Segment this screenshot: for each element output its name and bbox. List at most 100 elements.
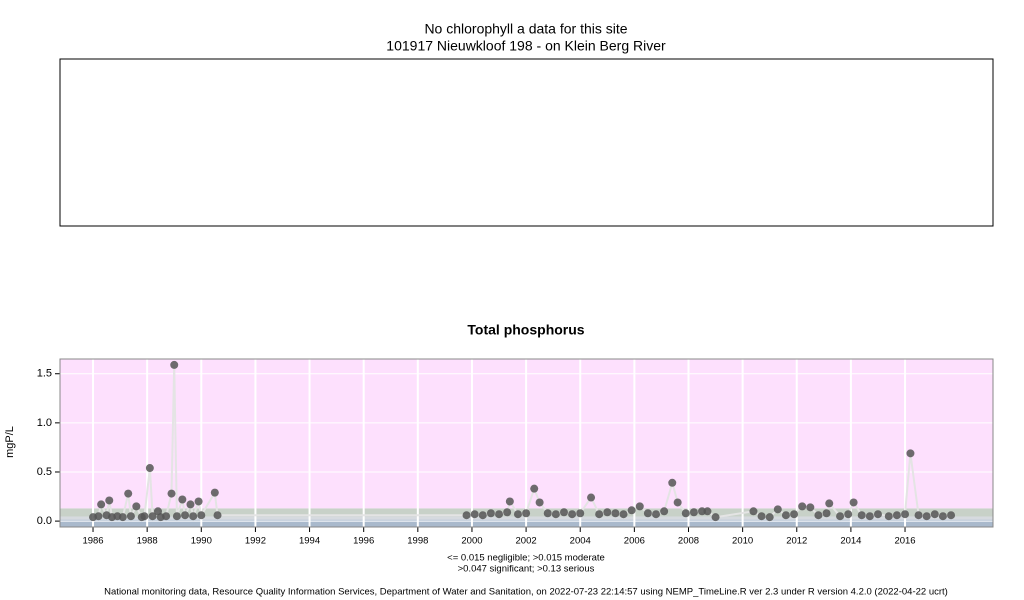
data-point: [703, 507, 712, 516]
data-point: [892, 511, 901, 520]
data-point: [462, 511, 471, 520]
footer: National monitoring data, Resource Quali…: [104, 587, 948, 598]
data-point: [186, 500, 195, 509]
data-point: [568, 510, 577, 519]
data-point: [140, 512, 149, 521]
x-tick-label: 2000: [461, 536, 482, 547]
data-point: [503, 508, 512, 517]
data-point: [689, 508, 698, 517]
data-point: [781, 511, 790, 520]
x-tick-label: 2012: [786, 536, 807, 547]
data-point: [757, 512, 766, 521]
data-point: [806, 503, 815, 512]
x-tick-label: 2016: [894, 536, 915, 547]
data-point: [844, 510, 853, 519]
data-point: [798, 502, 807, 511]
data-point: [194, 497, 203, 506]
data-point: [197, 511, 206, 520]
x-tick-label: 2006: [624, 536, 645, 547]
chart-title: Total phosphorus: [467, 322, 584, 338]
x-tick-label: 1994: [299, 536, 320, 547]
x-tick-label: 2002: [516, 536, 537, 547]
data-point: [94, 512, 103, 521]
x-tick-label: 1992: [245, 536, 266, 547]
data-point: [530, 484, 539, 493]
data-point: [603, 508, 612, 517]
data-point: [627, 506, 636, 515]
data-point: [513, 510, 522, 519]
data-point: [587, 493, 596, 502]
data-point: [773, 505, 782, 514]
data-point: [836, 512, 845, 521]
data-point: [619, 510, 628, 519]
data-point: [595, 510, 604, 519]
data-point: [145, 464, 154, 473]
data-point: [213, 511, 222, 520]
data-point: [825, 499, 834, 508]
data-point: [922, 512, 931, 521]
data-point: [162, 512, 171, 521]
data-point: [505, 497, 514, 506]
data-point: [535, 498, 544, 507]
y-tick-label: 0.5: [37, 466, 52, 478]
x-tick-label: 1998: [407, 536, 428, 547]
empty-panel: [59, 58, 994, 227]
data-point: [170, 360, 179, 369]
data-point: [930, 510, 939, 519]
data-point: [486, 509, 495, 518]
data-point: [478, 511, 487, 520]
data-point: [947, 511, 956, 520]
plot-frame: [59, 358, 994, 528]
x-tick-label: 2014: [840, 536, 861, 547]
data-point: [711, 513, 720, 522]
data-point: [681, 509, 690, 518]
threshold-note: >0.047 significant; >0.13 serious: [458, 564, 595, 575]
data-point: [522, 509, 531, 518]
data-point: [148, 512, 157, 521]
data-point: [105, 496, 114, 505]
y-tick-label: 1.5: [37, 368, 52, 380]
data-point: [814, 511, 823, 520]
data-point: [790, 510, 799, 519]
data-point: [495, 510, 504, 519]
data-point: [938, 512, 947, 521]
data-point: [181, 511, 190, 520]
data-point: [551, 510, 560, 519]
data-point: [167, 489, 176, 498]
data-point: [635, 502, 644, 511]
data-point: [652, 510, 661, 519]
threshold-note: <= 0.015 negligible; >0.015 moderate: [447, 553, 605, 564]
data-point: [749, 507, 758, 516]
data-point: [470, 510, 479, 519]
data-point: [118, 513, 127, 522]
data-point: [660, 507, 669, 516]
data-point: [765, 513, 774, 522]
x-tick-label: 1986: [82, 536, 103, 547]
data-point: [543, 509, 552, 518]
data-point: [884, 512, 893, 521]
data-point: [126, 512, 135, 521]
data-point: [673, 498, 682, 507]
data-point: [857, 511, 866, 520]
x-tick-label: 1990: [191, 536, 212, 547]
x-tick-label: 2010: [732, 536, 753, 547]
data-point: [178, 495, 187, 504]
data-point: [668, 478, 677, 487]
data-point: [865, 512, 874, 521]
data-point: [822, 509, 831, 518]
data-point: [643, 509, 652, 518]
data-point: [210, 488, 219, 497]
panel-subtitle: 101917 Nieuwkloof 198 - on Klein Berg Ri…: [386, 38, 666, 54]
y-axis-label: mgP/L: [4, 426, 16, 458]
x-tick-label: 1988: [137, 536, 158, 547]
y-tick-label: 1.0: [37, 417, 52, 429]
data-point: [172, 512, 181, 521]
plot: 0.0 0.5 1.0 1.5 1986 1988 1990 1992 1994 1996 1998…: [37, 358, 994, 547]
data-point: [914, 511, 923, 520]
data-point: [559, 508, 568, 517]
data-point: [906, 449, 915, 458]
x-tick-label: 1996: [353, 536, 374, 547]
data-point: [849, 498, 858, 507]
data-point: [901, 510, 910, 519]
